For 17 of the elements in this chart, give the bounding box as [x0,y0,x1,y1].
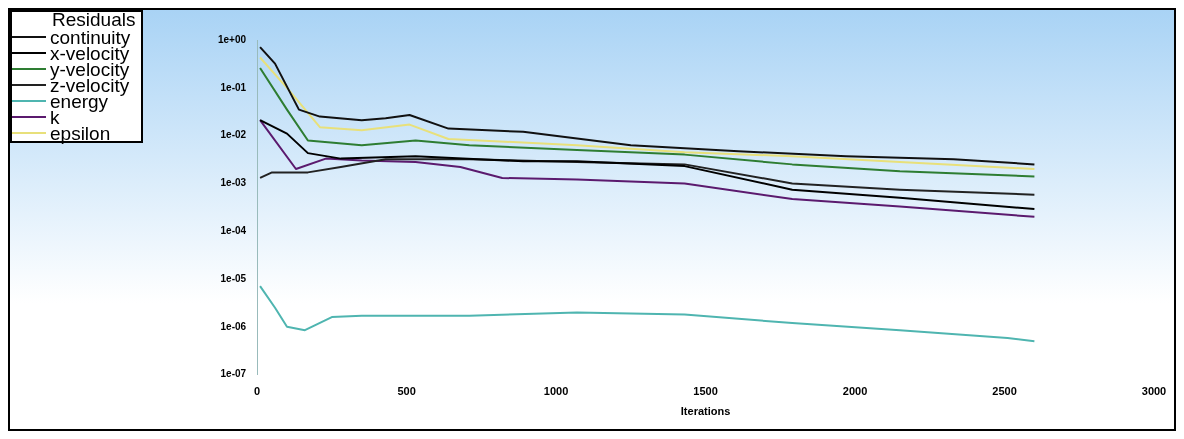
y-tick-label: 1e-07 [220,368,247,380]
y-tick-label: 1e-03 [220,177,247,189]
x-tick-label: 2000 [842,385,868,398]
x-tick-label: 1000 [543,385,569,398]
x-tick-label: 1500 [693,385,718,398]
y-tick-label: 1e-06 [220,320,247,332]
x-tick-label: 3000 [1141,385,1167,398]
y-tick-label: 1e-04 [220,224,247,236]
y-tick-label: 1e-05 [220,272,247,284]
x-tick-label: 0 [254,385,261,398]
y-tick-label: 1e-02 [220,129,247,141]
y-tick-label: 1e+00 [217,33,247,45]
x-tick-label: 2500 [992,385,1017,398]
x-axis-title: Iterations [680,405,731,418]
legend-title: Residuals [51,9,136,30]
y-tick-label: 1e-01 [220,81,247,93]
x-tick-label: 500 [397,385,416,398]
